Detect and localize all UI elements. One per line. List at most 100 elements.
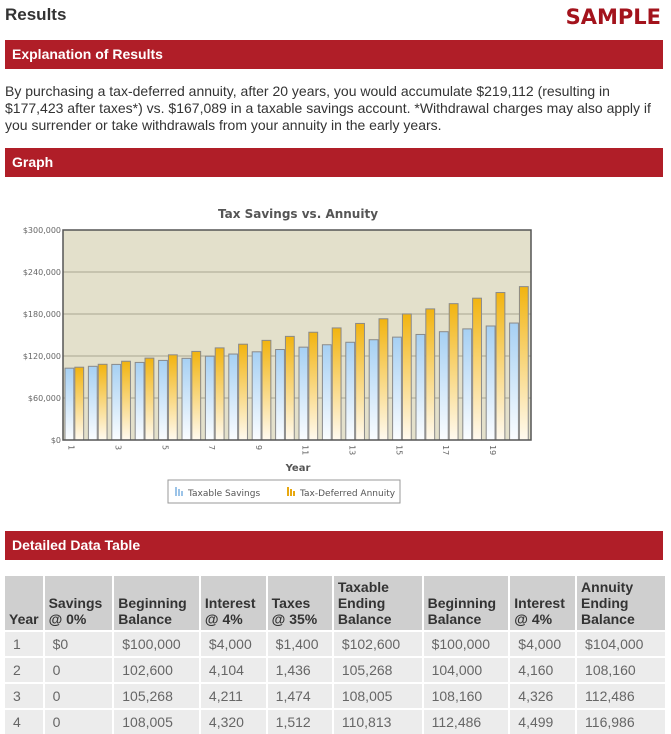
x-tick-label: 11 xyxy=(301,445,310,455)
section-header-explanation: Explanation of Results xyxy=(5,40,663,69)
column-header: Taxable Ending Balance xyxy=(332,576,424,631)
y-tick-label: $120,000 xyxy=(23,352,61,361)
table-cell: 108,005 xyxy=(332,682,424,709)
bar-annuity xyxy=(191,350,202,441)
y-tick-label: $0 xyxy=(51,436,61,445)
bar-taxable xyxy=(228,353,239,441)
bar-taxable xyxy=(204,355,215,441)
table-cell: 1,512 xyxy=(266,708,334,734)
bar-taxable xyxy=(158,359,168,441)
bar-annuity xyxy=(97,363,108,441)
bar-taxable xyxy=(509,322,519,441)
x-tick-label: 9 xyxy=(254,445,263,450)
table-cell: 4,104 xyxy=(199,656,268,683)
bar-taxable xyxy=(298,346,309,441)
column-header: Interest @ 4% xyxy=(509,576,578,631)
bar-taxable xyxy=(181,357,192,441)
table-cell: $4,000 xyxy=(509,630,578,657)
table-cell: 108,005 xyxy=(113,708,201,734)
table-cell: 4,211 xyxy=(199,682,268,709)
bar-taxable xyxy=(275,349,285,441)
column-header: Interest @ 4% xyxy=(199,576,268,631)
column-header: Beginning Balance xyxy=(113,576,201,631)
bar-taxable xyxy=(462,328,473,441)
table-cell: 4,326 xyxy=(509,682,578,709)
bar-annuity xyxy=(238,343,248,441)
table-cell: $100,000 xyxy=(113,630,201,657)
table-cell: $100,000 xyxy=(422,630,511,657)
section-header-table: Detailed Data Table xyxy=(5,531,663,560)
table-cell: $104,000 xyxy=(576,630,667,657)
table-row: 2 0 102,600 4,104 1,436 105,268 104,000 4,160 10… xyxy=(5,656,667,683)
table-cell: $0 xyxy=(43,630,115,657)
y-tick-label: $180,000 xyxy=(23,310,61,319)
bar-taxable xyxy=(321,344,332,441)
bar-annuity xyxy=(378,318,389,441)
bar-annuity xyxy=(448,303,459,441)
legend-taxable-label: Taxable Savings xyxy=(187,489,260,499)
table-cell: 4,499 xyxy=(509,708,578,734)
table-cell: 116,986 xyxy=(576,708,667,734)
bar-taxable xyxy=(87,365,98,441)
bar-annuity xyxy=(401,313,412,441)
table-cell: 0 xyxy=(43,656,115,683)
bar-taxable xyxy=(111,363,122,441)
table-cell: 105,268 xyxy=(332,656,424,683)
x-tick-label: 13 xyxy=(348,445,357,455)
table-row: 1 $0 $100,000 $4,000 $1,400 $102,600 $100,000 $… xyxy=(5,630,667,657)
data-table: Year Savings @ 0% Beginning Balance Interes… xyxy=(5,576,667,734)
bar-taxable xyxy=(368,339,379,441)
y-tick-label: $60,000 xyxy=(28,394,61,403)
x-axis-label: Year xyxy=(285,463,311,474)
table-cell: 105,268 xyxy=(113,682,201,709)
table-cell: 2 xyxy=(5,656,45,683)
table-cell: 112,486 xyxy=(422,708,511,734)
table-cell: $4,000 xyxy=(199,630,268,657)
bar-annuity xyxy=(74,366,85,441)
table-row: 4 0 108,005 4,320 1,512 110,813 112,486 4,499 11… xyxy=(5,708,667,734)
bar-annuity xyxy=(355,322,365,441)
bar-annuity xyxy=(308,331,319,441)
page-title: Results xyxy=(5,5,67,24)
x-tick-label: 15 xyxy=(394,445,403,455)
y-tick-label: $300,000 xyxy=(23,226,61,235)
table-cell: 4,160 xyxy=(509,656,578,683)
table-cell: 112,486 xyxy=(576,682,667,709)
bar-annuity xyxy=(144,357,155,441)
chart: Tax Savings vs. Annuity $0 $60,000 $120,00… xyxy=(23,207,532,504)
x-tick-label: 5 xyxy=(160,445,169,450)
legend-annuity-label: Tax-Deferred Annuity xyxy=(299,489,396,499)
x-tick-label: 19 xyxy=(488,445,497,455)
table-cell: 108,160 xyxy=(422,682,511,709)
table-cell: 1,474 xyxy=(266,682,334,709)
bar-annuity xyxy=(167,354,178,441)
table-cell: $102,600 xyxy=(332,630,424,657)
column-header: Annuity Ending Balance xyxy=(576,576,667,631)
x-tick-label: 17 xyxy=(441,445,450,455)
bar-taxable xyxy=(251,351,262,441)
x-tick-label: 7 xyxy=(207,445,216,450)
bar-taxable xyxy=(134,361,145,441)
table-cell: 3 xyxy=(5,682,45,709)
bar-annuity xyxy=(425,308,436,441)
table-cell: 1,436 xyxy=(266,656,334,683)
table-cell: 104,000 xyxy=(422,656,511,683)
x-tick-label: 3 xyxy=(114,445,123,450)
plot-area xyxy=(63,230,531,440)
column-header: Beginning Balance xyxy=(422,576,511,631)
table-cell: 110,813 xyxy=(332,708,424,734)
bar-annuity xyxy=(495,292,506,441)
plot-border xyxy=(62,229,532,441)
table-cell: 4 xyxy=(5,708,45,734)
legend-taxable-icon xyxy=(175,487,177,496)
bar-taxable xyxy=(485,325,496,441)
table-cell: 102,600 xyxy=(113,656,201,683)
table-cell: $1,400 xyxy=(266,630,334,657)
bar-annuity xyxy=(261,339,272,441)
legend-annuity-icon xyxy=(287,487,289,496)
bar-taxable xyxy=(345,341,356,441)
bar-taxable xyxy=(438,331,449,441)
bar-annuity xyxy=(331,327,342,441)
sample-watermark: SAMPLE xyxy=(565,5,661,29)
bar-annuity xyxy=(472,297,482,441)
